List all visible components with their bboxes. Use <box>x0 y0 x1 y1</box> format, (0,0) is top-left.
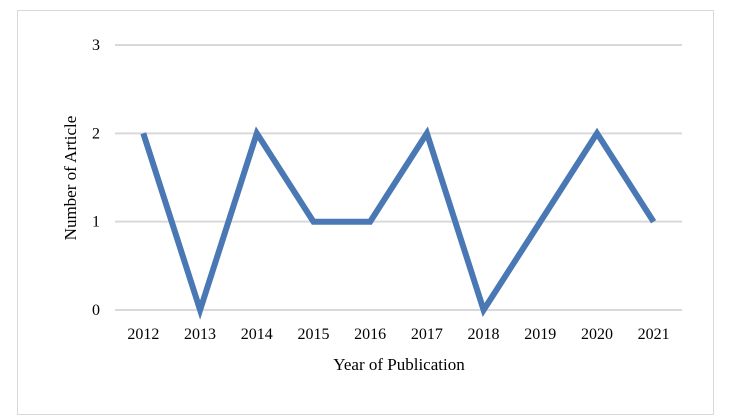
x-tick-label: 2018 <box>468 326 500 343</box>
x-tick-label: 2014 <box>241 326 273 343</box>
x-tick-label: 2012 <box>127 326 159 343</box>
y-tick-label: 1 <box>92 214 100 231</box>
x-tick-labels: 2012 2013 2014 2015 2016 2017 2018 2019 2020 2021 <box>127 326 669 343</box>
x-tick-label: 2013 <box>184 326 216 343</box>
y-tick-label: 0 <box>92 302 100 319</box>
y-tick-label: 3 <box>92 37 100 54</box>
x-tick-label: 2017 <box>411 326 443 343</box>
x-tick-label: 2019 <box>524 326 556 343</box>
x-tick-label: 2016 <box>354 326 386 343</box>
x-tick-label: 2020 <box>581 326 613 343</box>
y-axis-title: Number of Article <box>61 116 80 241</box>
x-tick-label: 2015 <box>297 326 329 343</box>
y-tick-labels: 0 1 2 3 <box>92 37 100 319</box>
x-axis-title: Year of Publication <box>333 355 465 374</box>
x-tick-label: 2021 <box>638 326 670 343</box>
y-tick-label: 2 <box>92 125 100 142</box>
